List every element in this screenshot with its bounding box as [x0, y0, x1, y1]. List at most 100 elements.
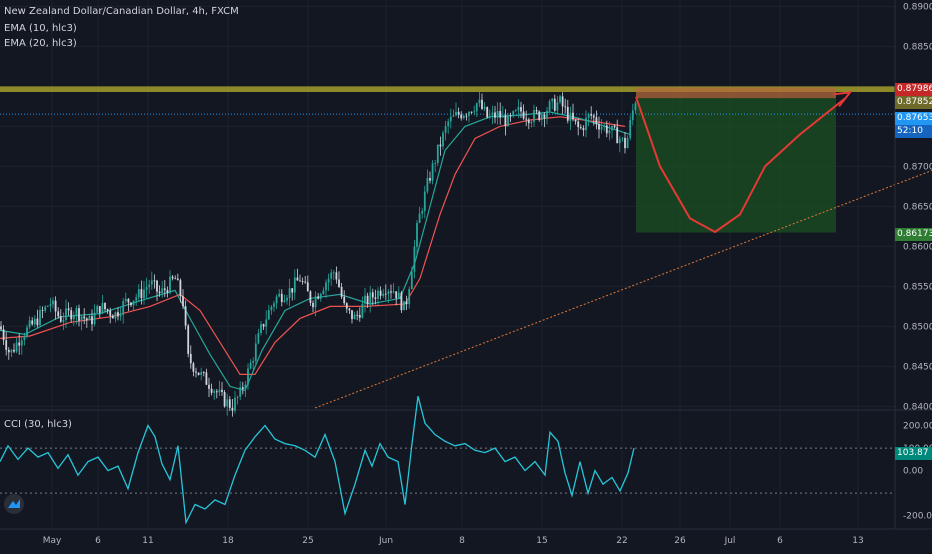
candle-body [499, 110, 502, 118]
candle-body [215, 391, 218, 393]
candle-body [26, 327, 28, 337]
candle-body [148, 284, 151, 288]
candle-body [218, 389, 221, 393]
candle-body [384, 293, 387, 295]
candle-body [101, 302, 104, 313]
candle-body [306, 282, 309, 292]
candle-body [496, 110, 499, 118]
candle-body [314, 296, 317, 308]
candle-body [452, 115, 455, 117]
candle-body [538, 111, 541, 121]
cci-tick-label: 200.00 [903, 422, 932, 432]
candle-body [592, 115, 595, 118]
candle-body [624, 137, 626, 149]
candle-body [509, 115, 512, 117]
candle-body [80, 316, 83, 321]
candle-body [57, 311, 60, 317]
candle-body [572, 112, 574, 120]
candle-body [483, 107, 486, 109]
candle-body [33, 318, 36, 325]
candle-body [512, 111, 515, 116]
time-tick-label: 6 [777, 536, 783, 546]
candle-body [574, 119, 577, 122]
candle-body [345, 303, 348, 309]
candle-body [353, 314, 356, 320]
candle-body [254, 343, 257, 361]
candle-body [423, 191, 426, 211]
candle-body [351, 310, 353, 320]
candle-body [330, 272, 333, 279]
candle-body [41, 310, 44, 312]
cci-tick-label: 0.00 [903, 467, 923, 477]
time-axis[interactable]: May 6 11 18 25 Jun 8 15 22 26 Jul 6 13 [43, 536, 864, 546]
candle-body [143, 289, 145, 299]
candle-body [296, 277, 299, 281]
candle-body [434, 162, 437, 164]
ema-20-line [0, 116, 626, 375]
candle-body [93, 312, 96, 325]
candle-body [600, 127, 603, 130]
candle-body [387, 291, 390, 294]
candle-body [67, 308, 70, 311]
candle-body [140, 289, 143, 299]
candle-body [431, 163, 434, 181]
candles [0, 90, 637, 417]
candle-body [208, 384, 210, 389]
candle-body [403, 301, 405, 311]
candle-body [444, 126, 447, 133]
tradingview-logo-icon[interactable] [4, 494, 24, 514]
candle-body [559, 96, 561, 103]
candle-body [98, 306, 101, 313]
candle-body [460, 114, 463, 119]
candle-body [59, 316, 62, 322]
cci-tick-label: -200.00 [903, 512, 932, 522]
candle-body [291, 288, 294, 293]
candle-body [598, 124, 600, 130]
candle-body [569, 112, 572, 121]
candle-body [132, 300, 135, 306]
stop-loss-zone [636, 87, 836, 99]
candle-body [408, 289, 411, 305]
candle-body [343, 296, 346, 304]
candle-body [520, 107, 522, 112]
candle-body [603, 125, 606, 128]
candle-body [631, 110, 634, 121]
resistance-zone [0, 86, 895, 92]
candle-body [356, 314, 359, 316]
cci-value-tag: 103.87 [895, 447, 932, 460]
candle-body [267, 310, 270, 320]
candle-body [202, 372, 205, 373]
candle-body [405, 301, 408, 305]
time-tick-label: Jul [724, 536, 736, 546]
candle-body [249, 362, 252, 369]
time-tick-label: Jun [378, 536, 393, 546]
candle-body [527, 119, 530, 124]
candle-body [46, 306, 49, 307]
candle-body [553, 98, 556, 111]
candle-body [174, 278, 177, 280]
ema-10-line [0, 111, 631, 392]
candle-body [312, 302, 314, 308]
candle-body [358, 314, 361, 318]
candle-body [15, 342, 18, 352]
candle-body [171, 276, 174, 279]
price-axis[interactable]: 0.890000.885000.880000.875000.870000.865… [894, 0, 932, 529]
legend-cci: CCI (30, hlc3) [4, 419, 72, 430]
projection-arrowhead [832, 91, 853, 108]
candle-body [327, 278, 330, 283]
countdown-tag: 52:10 [895, 125, 932, 138]
candle-body [366, 295, 369, 305]
candle-body [577, 121, 580, 128]
time-tick-label: 11 [142, 536, 153, 546]
candle-body [478, 99, 481, 104]
candle-body [540, 114, 543, 121]
candle-body [221, 389, 223, 392]
candle-body [252, 360, 255, 363]
candle-body [535, 110, 538, 112]
projection-path[interactable] [635, 91, 853, 233]
